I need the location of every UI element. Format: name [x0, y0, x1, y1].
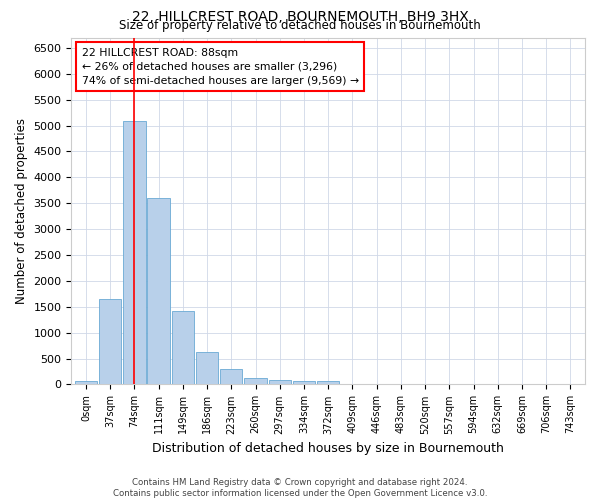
Bar — [148, 198, 170, 384]
Y-axis label: Number of detached properties: Number of detached properties — [15, 118, 28, 304]
Bar — [220, 370, 242, 384]
Text: 22 HILLCREST ROAD: 88sqm
← 26% of detached houses are smaller (3,296)
74% of sem: 22 HILLCREST ROAD: 88sqm ← 26% of detach… — [82, 48, 359, 86]
Bar — [317, 382, 340, 384]
Text: 22, HILLCREST ROAD, BOURNEMOUTH, BH9 3HX: 22, HILLCREST ROAD, BOURNEMOUTH, BH9 3HX — [131, 10, 469, 24]
Bar — [75, 381, 97, 384]
X-axis label: Distribution of detached houses by size in Bournemouth: Distribution of detached houses by size … — [152, 442, 504, 455]
Text: Size of property relative to detached houses in Bournemouth: Size of property relative to detached ho… — [119, 19, 481, 32]
Bar — [123, 122, 146, 384]
Bar — [269, 380, 291, 384]
Bar — [293, 381, 315, 384]
Bar — [172, 312, 194, 384]
Bar — [99, 299, 121, 384]
Bar — [244, 378, 266, 384]
Text: Contains HM Land Registry data © Crown copyright and database right 2024.
Contai: Contains HM Land Registry data © Crown c… — [113, 478, 487, 498]
Bar — [196, 352, 218, 384]
